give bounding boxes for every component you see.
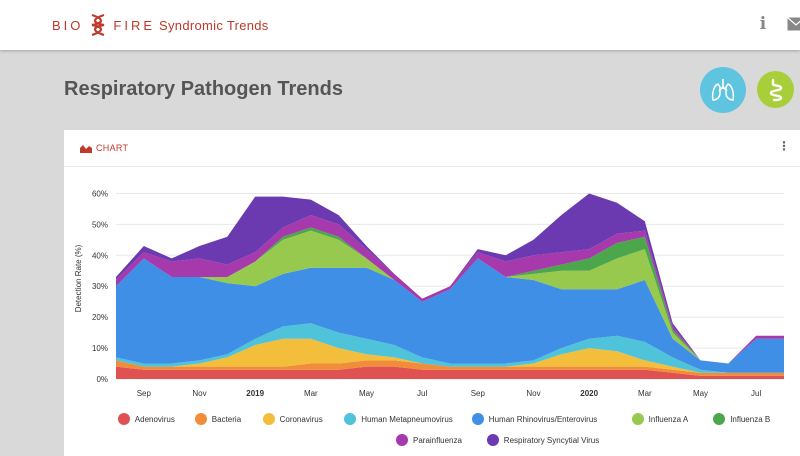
chart-card-label: CHART <box>96 143 129 153</box>
legend-swatch <box>396 434 408 446</box>
legend-label: Parainfluenza <box>413 435 462 445</box>
y-tick-label: 20% <box>92 313 108 322</box>
legend-item[interactable]: Parainfluenza <box>396 434 462 446</box>
respiratory-panel-button[interactable] <box>700 67 746 113</box>
x-tick-label: Sep <box>137 389 152 398</box>
x-tick-label: 2020 <box>580 389 598 398</box>
brand-logo[interactable]: BIO FIRE Syndromic Trends <box>52 13 269 37</box>
top-bar: BIO FIRE Syndromic Trends i <box>0 0 800 50</box>
area-human-metapneumovirus[interactable] <box>116 323 784 373</box>
biofire-helix-icon <box>92 13 105 37</box>
legend-swatch <box>486 434 499 446</box>
legend-swatch <box>194 413 207 425</box>
x-tick-label: May <box>359 389 374 398</box>
legend-label: Influenza B <box>730 414 771 424</box>
x-tick-label: Sep <box>471 389 486 398</box>
lungs-icon <box>711 79 735 101</box>
legend-item[interactable]: Influenza B <box>713 413 770 425</box>
intestine-icon <box>769 78 782 101</box>
y-tick-label: 50% <box>92 220 108 229</box>
area-coronavirus[interactable] <box>116 338 784 373</box>
brand-right-text: FIRE <box>113 17 156 33</box>
x-tick-label: May <box>693 389 708 398</box>
legend-swatch <box>344 413 357 425</box>
y-tick-label: 40% <box>92 251 108 260</box>
x-tick-label: Jul <box>417 389 427 398</box>
legend-swatch <box>262 413 275 425</box>
legend-item[interactable]: Influenza A <box>631 413 689 425</box>
legend-label: Human Rhinovirus/Enterovirus <box>488 414 598 424</box>
legend-label: Coronavirus <box>279 414 323 424</box>
y-tick-label: 0% <box>96 375 108 384</box>
x-tick-label: Jul <box>751 389 761 398</box>
legend-label: Respiratory Syncytial Virus <box>503 435 600 445</box>
mail-icon[interactable] <box>787 17 800 31</box>
x-tick-label: Nov <box>192 389 206 398</box>
legend-swatch <box>631 413 644 425</box>
area-chart-icon <box>80 145 92 153</box>
y-tick-label: 10% <box>92 344 108 353</box>
area-influenza-a[interactable] <box>116 230 784 364</box>
brand-left-text: BIO <box>52 17 84 33</box>
stacked-area-chart: 0% 10% 20% 30% 40% 50% 60% Detection Rate (%) Se… <box>74 189 784 398</box>
page-title: Respiratory Pathogen Trends <box>64 78 343 100</box>
info-icon[interactable]: i <box>759 14 767 34</box>
gastrointestinal-panel-button[interactable] <box>757 71 794 108</box>
legend-item[interactable]: Bacteria <box>194 413 242 425</box>
area-parainfluenza[interactable] <box>116 215 784 364</box>
y-axis-label: Detection Rate (%) <box>74 244 83 312</box>
legend-swatch <box>471 413 484 425</box>
kebab-menu-icon[interactable]: ⋮ <box>778 139 790 153</box>
legend-item[interactable]: Human Rhinovirus/Enterovirus <box>471 413 598 425</box>
legend-label: Bacteria <box>211 414 242 424</box>
legend-label: Influenza A <box>648 414 689 424</box>
area-adenovirus[interactable] <box>116 366 784 379</box>
y-tick-label: 60% <box>92 189 108 198</box>
area-human-rhinovirus-enterovirus[interactable] <box>116 258 784 373</box>
y-tick-label: 30% <box>92 282 108 291</box>
x-tick-label: Nov <box>526 389 540 398</box>
x-tick-label: Mar <box>638 389 652 398</box>
brand-subtitle: Syndromic Trends <box>159 17 269 33</box>
legend-swatch <box>713 413 726 425</box>
legend-item[interactable]: Coronavirus <box>262 413 323 425</box>
legend-item[interactable]: Adenovirus <box>117 413 175 425</box>
chart-card-header: CHART ⋮ <box>64 130 800 167</box>
x-tick-label: 2019 <box>246 389 264 398</box>
legend-label: Human Metapneumovirus <box>361 414 453 424</box>
chart-card: CHART ⋮ 0% 10% 20% 30% 40% 50% 60% Detection Ra… <box>64 130 800 456</box>
legend-swatch <box>117 413 130 425</box>
legend-item[interactable]: Human Metapneumovirus <box>344 413 453 425</box>
area-bacteria[interactable] <box>116 360 784 376</box>
legend-label: Adenovirus <box>134 414 175 424</box>
legend-item[interactable]: Respiratory Syncytial Virus <box>486 434 600 446</box>
x-tick-label: Mar <box>304 389 318 398</box>
